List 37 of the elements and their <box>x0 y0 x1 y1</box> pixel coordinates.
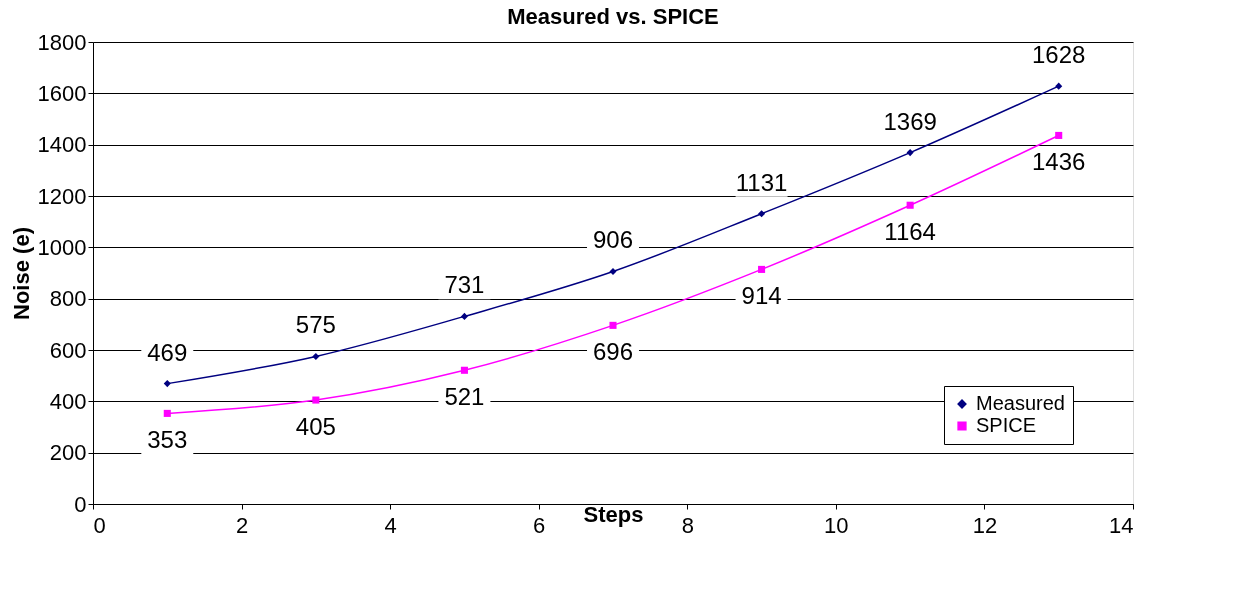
data-label: 575 <box>295 311 336 339</box>
x-tick-label: 4 <box>384 512 397 538</box>
data-label: 1628 <box>1032 41 1086 69</box>
y-tick-label: 1800 <box>37 29 87 55</box>
data-label: 1164 <box>884 218 936 246</box>
legend-label: Measured <box>976 392 1065 414</box>
data-label: 353 <box>147 426 188 454</box>
x-tick-label: 0 <box>93 512 106 538</box>
x-axis-title: Steps <box>583 501 644 527</box>
data-label: 521 <box>444 383 485 411</box>
y-axis-title: Noise (e) <box>8 227 34 320</box>
data-label: 731 <box>444 271 485 299</box>
y-tick-label: 600 <box>49 337 87 363</box>
y-tick-label: 1000 <box>37 234 87 260</box>
data-label: 1369 <box>883 107 937 135</box>
y-tick-label: 1600 <box>37 80 87 106</box>
y-tick-label: 1200 <box>37 183 87 209</box>
data-label: 906 <box>592 226 634 254</box>
y-tick-label: 800 <box>49 286 87 312</box>
y-tick-label: 200 <box>49 440 87 466</box>
data-label: 696 <box>592 338 634 366</box>
y-tick-label: 1400 <box>37 132 87 158</box>
x-tick-label: 6 <box>533 512 546 538</box>
y-tick-label: 400 <box>49 388 87 414</box>
data-label: 469 <box>147 338 188 366</box>
data-label: 914 <box>741 282 782 310</box>
data-label: 1131 <box>735 168 788 196</box>
x-tick-label: 8 <box>681 512 694 538</box>
data-label: 1436 <box>1032 148 1086 176</box>
x-tick-label: 2 <box>235 512 249 538</box>
x-tick-label: 12 <box>972 512 998 538</box>
data-label: 405 <box>295 413 336 441</box>
y-tick-label: 0 <box>74 491 87 517</box>
x-tick-label: 10 <box>824 512 849 538</box>
legend-label: SPICE <box>976 414 1037 436</box>
chart-title: Measured vs. SPICE <box>507 4 719 29</box>
x-tick-label: 14 <box>1109 512 1134 538</box>
